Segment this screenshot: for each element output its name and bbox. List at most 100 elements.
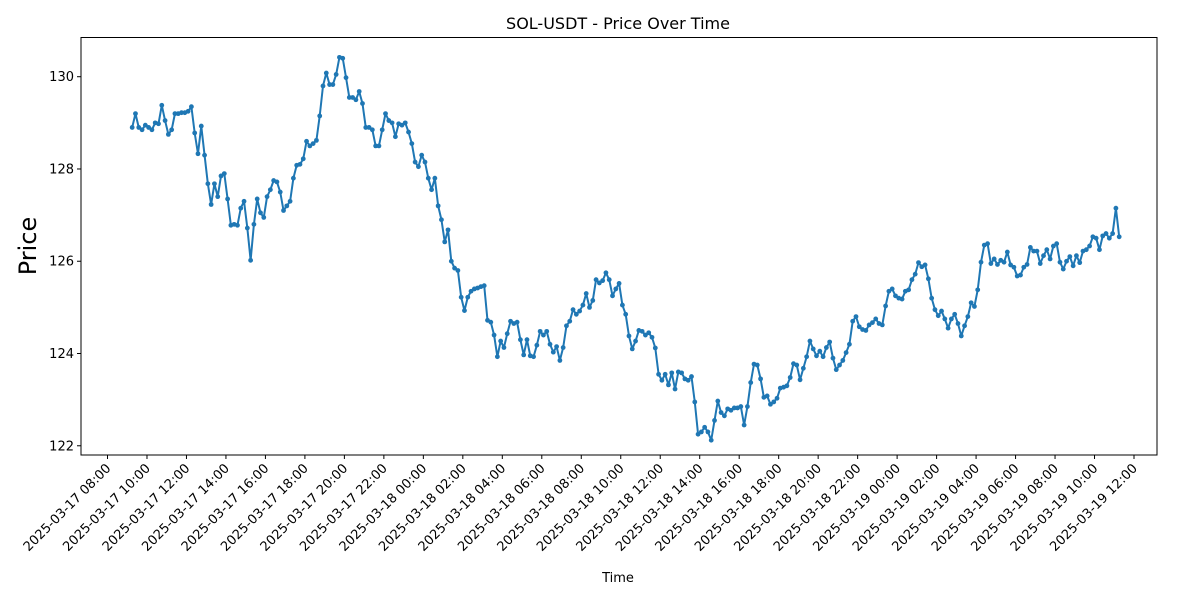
price-point — [389, 120, 395, 126]
price-point — [932, 307, 938, 313]
price-point — [544, 328, 550, 334]
price-point — [235, 222, 240, 228]
price-point — [422, 159, 428, 165]
price-point — [837, 362, 842, 368]
price-point — [741, 422, 747, 428]
price-point — [639, 328, 645, 334]
price-point — [521, 352, 527, 358]
price-point — [879, 322, 885, 328]
price-point — [1087, 243, 1092, 249]
price-point — [172, 111, 178, 117]
price-point — [323, 70, 329, 76]
price-point — [731, 405, 737, 411]
price-point — [820, 354, 826, 360]
price-point — [810, 346, 816, 352]
price-point — [159, 102, 165, 108]
price-point — [363, 125, 369, 130]
price-point — [225, 196, 230, 202]
price-point — [646, 330, 652, 336]
price-point — [290, 175, 296, 181]
price-point — [580, 302, 586, 308]
price-point — [804, 354, 810, 360]
price-point — [432, 175, 438, 181]
price-point — [1004, 249, 1010, 255]
price-point — [379, 127, 385, 133]
price-point — [494, 354, 500, 360]
price-point — [376, 143, 382, 149]
price-point — [774, 395, 780, 401]
price-point — [787, 375, 793, 380]
price-point — [498, 338, 504, 344]
price-point — [557, 358, 563, 363]
price-point — [531, 354, 536, 360]
price-point — [715, 398, 721, 404]
price-point — [1093, 235, 1099, 241]
price-point — [185, 108, 191, 114]
price-point — [672, 386, 678, 392]
price-point — [425, 175, 431, 181]
price-point — [277, 189, 283, 195]
price-point — [922, 262, 928, 268]
price-point — [659, 377, 665, 383]
price-point — [708, 437, 714, 443]
price-point — [353, 97, 359, 103]
price-point — [794, 362, 800, 368]
price-point — [1113, 205, 1119, 211]
price-point — [827, 339, 833, 345]
price-point — [1034, 248, 1040, 254]
price-point — [547, 341, 553, 347]
price-point — [238, 205, 244, 211]
price-point — [429, 187, 434, 193]
price-point — [554, 344, 559, 349]
price-point — [248, 257, 254, 263]
price-point — [623, 311, 629, 317]
price-point — [241, 198, 247, 204]
price-point — [669, 370, 675, 376]
price-point — [626, 333, 632, 339]
price-series-line — [131, 56, 1121, 442]
price-point — [988, 261, 994, 266]
price-point — [491, 332, 497, 338]
price-point — [1077, 260, 1083, 266]
price-point — [274, 179, 280, 185]
price-point — [412, 159, 418, 165]
price-point — [1047, 256, 1053, 262]
plot-frame — [80, 37, 1158, 456]
price-point — [1027, 245, 1033, 250]
price-point — [343, 75, 349, 81]
y-tick-label: 128 — [49, 162, 74, 177]
price-point — [883, 303, 888, 309]
price-point — [712, 418, 717, 423]
price-point — [205, 181, 211, 187]
price-point — [254, 196, 260, 202]
price-point — [929, 295, 935, 301]
price-point — [754, 362, 760, 368]
price-point — [912, 271, 918, 277]
price-point — [939, 308, 944, 314]
price-point — [830, 355, 836, 361]
price-point — [764, 393, 770, 399]
price-point — [284, 203, 290, 209]
chart-title: SOL-USDT - Price Over Time — [506, 14, 730, 33]
price-point — [662, 371, 668, 377]
price-point — [916, 260, 921, 266]
price-point — [156, 121, 161, 127]
y-tick-label: 124 — [49, 347, 74, 362]
price-point — [975, 287, 981, 293]
price-point — [610, 293, 615, 299]
price-point — [583, 291, 589, 296]
price-point — [501, 345, 507, 350]
price-point — [1083, 247, 1089, 253]
price-point — [840, 358, 846, 363]
price-point — [1064, 258, 1069, 264]
price-point — [620, 302, 625, 308]
price-point — [416, 164, 421, 170]
price-point — [689, 374, 694, 379]
price-point — [807, 338, 813, 344]
x-axis-label: Time — [601, 571, 634, 586]
price-point — [281, 208, 286, 213]
price-point — [1024, 262, 1030, 267]
price-point — [833, 367, 839, 373]
price-point — [870, 320, 875, 325]
